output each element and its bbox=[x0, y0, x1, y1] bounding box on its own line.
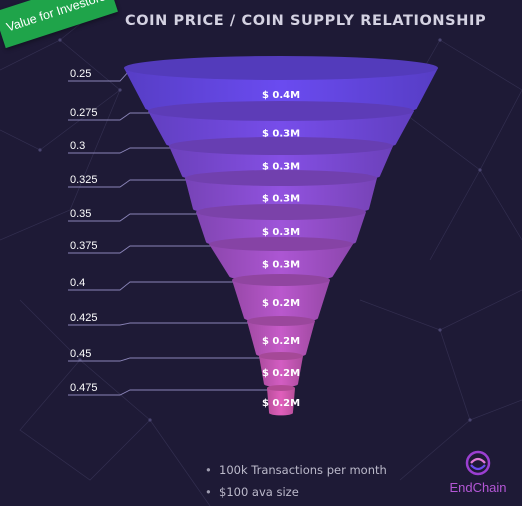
price-label: 0.425 bbox=[70, 312, 98, 324]
price-label: 0.35 bbox=[70, 208, 92, 220]
leader-line bbox=[68, 281, 236, 291]
tier-value-label: $ 0.3M bbox=[262, 227, 300, 238]
tier-rim bbox=[267, 385, 295, 391]
tier-shading bbox=[259, 356, 303, 388]
price-label: 0.25 bbox=[70, 68, 92, 80]
tier-rim bbox=[148, 101, 414, 121]
leader-line bbox=[68, 357, 263, 362]
endchain-logo-icon bbox=[465, 450, 491, 476]
funnel-tiers: $ 0.4M $ 0.3M $ 0.3M $ 0.3M $ 0.3M $ 0.3M $ 0.… bbox=[124, 56, 438, 416]
tier-value-label: $ 0.3M bbox=[262, 162, 300, 173]
funnel-tier: $ 0.2M bbox=[259, 352, 303, 388]
leader-line bbox=[68, 322, 251, 326]
tier-value-label: $ 0.2M bbox=[262, 368, 300, 379]
price-label: 0.275 bbox=[70, 107, 98, 119]
leader-line bbox=[68, 245, 213, 254]
logo-name: EndChain bbox=[449, 480, 507, 495]
price-label: 0.375 bbox=[70, 240, 98, 252]
leader-line bbox=[68, 147, 173, 154]
tier-rim bbox=[124, 56, 438, 80]
price-label: 0.325 bbox=[70, 174, 98, 186]
tier-rim bbox=[185, 170, 377, 186]
funnel-tier: $ 0.2M bbox=[262, 385, 300, 416]
notes-list: • 100k Transactions per month • $100 ava s… bbox=[205, 462, 387, 506]
tier-value-label: $ 0.3M bbox=[262, 129, 300, 140]
tier-value-label: $ 0.4M bbox=[262, 90, 300, 101]
endchain-logo: EndChain bbox=[442, 450, 514, 495]
funnel-tier: $ 0.2M bbox=[232, 274, 330, 323]
tier-rim bbox=[196, 204, 366, 220]
tier-value-label: $ 0.2M bbox=[262, 398, 300, 409]
tier-shading bbox=[247, 321, 315, 358]
funnel-tier: $ 0.3M bbox=[209, 237, 353, 282]
leader-line bbox=[68, 112, 152, 121]
tier-rim bbox=[259, 352, 303, 360]
price-label: 0.45 bbox=[70, 348, 92, 360]
leader-lines bbox=[68, 69, 271, 396]
leader-line bbox=[68, 179, 189, 188]
tier-shading bbox=[209, 244, 353, 282]
tier-rim bbox=[232, 274, 330, 286]
leader-line bbox=[68, 389, 271, 396]
funnel-tier: $ 0.2M bbox=[247, 316, 315, 358]
tier-shading bbox=[267, 388, 295, 416]
tier-value-label: $ 0.3M bbox=[262, 260, 300, 271]
tier-value-label: $ 0.3M bbox=[262, 194, 300, 205]
bullet-icon: • bbox=[205, 463, 212, 477]
tier-shading bbox=[232, 280, 330, 323]
tier-value-label: $ 0.2M bbox=[262, 298, 300, 309]
price-label: 0.4 bbox=[70, 277, 86, 289]
leader-line bbox=[68, 69, 132, 82]
tier-rim bbox=[247, 316, 315, 326]
page-title: COIN PRICE / COIN SUPPLY RELATIONSHIP bbox=[125, 13, 487, 29]
leader-line bbox=[68, 213, 200, 222]
tier-value-label: $ 0.2M bbox=[262, 336, 300, 347]
tier-rim bbox=[169, 137, 393, 155]
note-item: • $100 ava size bbox=[205, 485, 299, 499]
note-item: • 100k Transactions per month bbox=[205, 463, 387, 477]
price-label: 0.3 bbox=[70, 140, 86, 152]
tier-rim bbox=[209, 237, 353, 251]
price-label: 0.475 bbox=[70, 382, 98, 394]
bullet-icon: • bbox=[205, 485, 212, 499]
